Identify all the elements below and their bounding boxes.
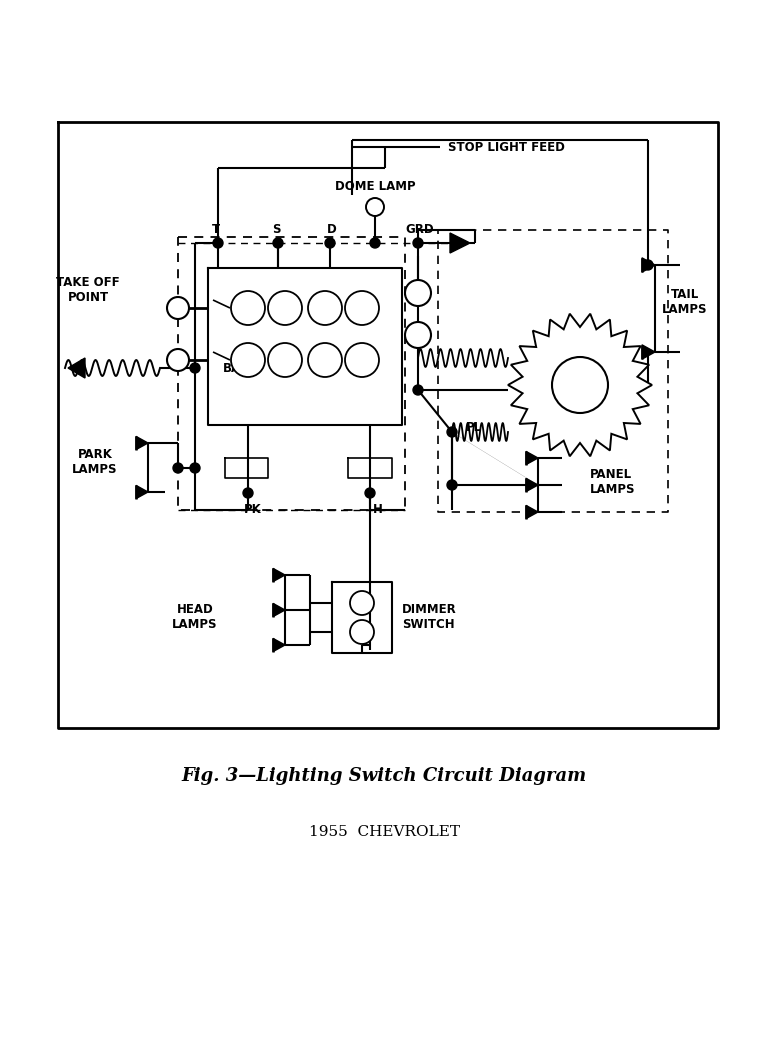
Polygon shape — [136, 436, 148, 450]
Circle shape — [273, 238, 283, 248]
Text: TAIL
LAMPS: TAIL LAMPS — [662, 288, 708, 316]
Circle shape — [213, 238, 223, 248]
Circle shape — [231, 343, 265, 377]
Circle shape — [345, 291, 379, 325]
Circle shape — [167, 297, 189, 319]
Polygon shape — [68, 358, 85, 378]
Circle shape — [447, 427, 457, 437]
Circle shape — [268, 343, 302, 377]
Polygon shape — [526, 451, 538, 464]
Text: 1955  CHEVROLET: 1955 CHEVROLET — [309, 825, 459, 840]
Circle shape — [243, 488, 253, 498]
Circle shape — [552, 357, 608, 412]
Circle shape — [447, 480, 457, 490]
Text: T: T — [212, 222, 220, 236]
Polygon shape — [273, 568, 285, 582]
Polygon shape — [526, 505, 538, 518]
Circle shape — [643, 260, 653, 270]
Text: DIMMER
SWITCH: DIMMER SWITCH — [402, 603, 457, 631]
Polygon shape — [136, 485, 148, 499]
Circle shape — [345, 343, 379, 377]
Circle shape — [405, 279, 431, 307]
Circle shape — [231, 291, 265, 325]
Circle shape — [413, 385, 423, 395]
Circle shape — [413, 238, 423, 248]
Text: D: D — [327, 222, 337, 236]
Circle shape — [167, 349, 189, 371]
Text: GRD: GRD — [406, 222, 435, 236]
Circle shape — [190, 363, 200, 373]
Text: STOP LIGHT FEED: STOP LIGHT FEED — [448, 140, 565, 154]
Polygon shape — [642, 345, 655, 359]
Circle shape — [350, 620, 374, 644]
Text: BAT: BAT — [223, 362, 248, 374]
Circle shape — [405, 322, 431, 348]
Text: PANEL
LAMPS: PANEL LAMPS — [590, 468, 635, 496]
Circle shape — [350, 591, 374, 615]
Text: PARK
LAMPS: PARK LAMPS — [72, 448, 118, 476]
Polygon shape — [508, 314, 652, 456]
Polygon shape — [526, 478, 538, 491]
Polygon shape — [642, 258, 655, 272]
Circle shape — [308, 343, 342, 377]
Circle shape — [190, 463, 200, 473]
Circle shape — [308, 291, 342, 325]
Text: S: S — [272, 222, 280, 236]
Circle shape — [370, 238, 380, 248]
Circle shape — [173, 463, 183, 473]
Text: PL: PL — [466, 421, 482, 433]
Text: DOME LAMP: DOME LAMP — [335, 180, 415, 192]
Polygon shape — [450, 233, 470, 254]
Polygon shape — [273, 638, 285, 651]
Circle shape — [365, 488, 375, 498]
Circle shape — [268, 291, 302, 325]
Text: HEAD
LAMPS: HEAD LAMPS — [172, 603, 218, 631]
Text: Fig. 3—Lighting Switch Circuit Diagram: Fig. 3—Lighting Switch Circuit Diagram — [181, 767, 587, 785]
Circle shape — [325, 238, 335, 248]
Polygon shape — [273, 604, 285, 616]
Text: TAKE OFF
POINT: TAKE OFF POINT — [56, 276, 120, 304]
Text: H: H — [373, 503, 383, 515]
Text: PK: PK — [244, 503, 262, 515]
Circle shape — [366, 198, 384, 216]
